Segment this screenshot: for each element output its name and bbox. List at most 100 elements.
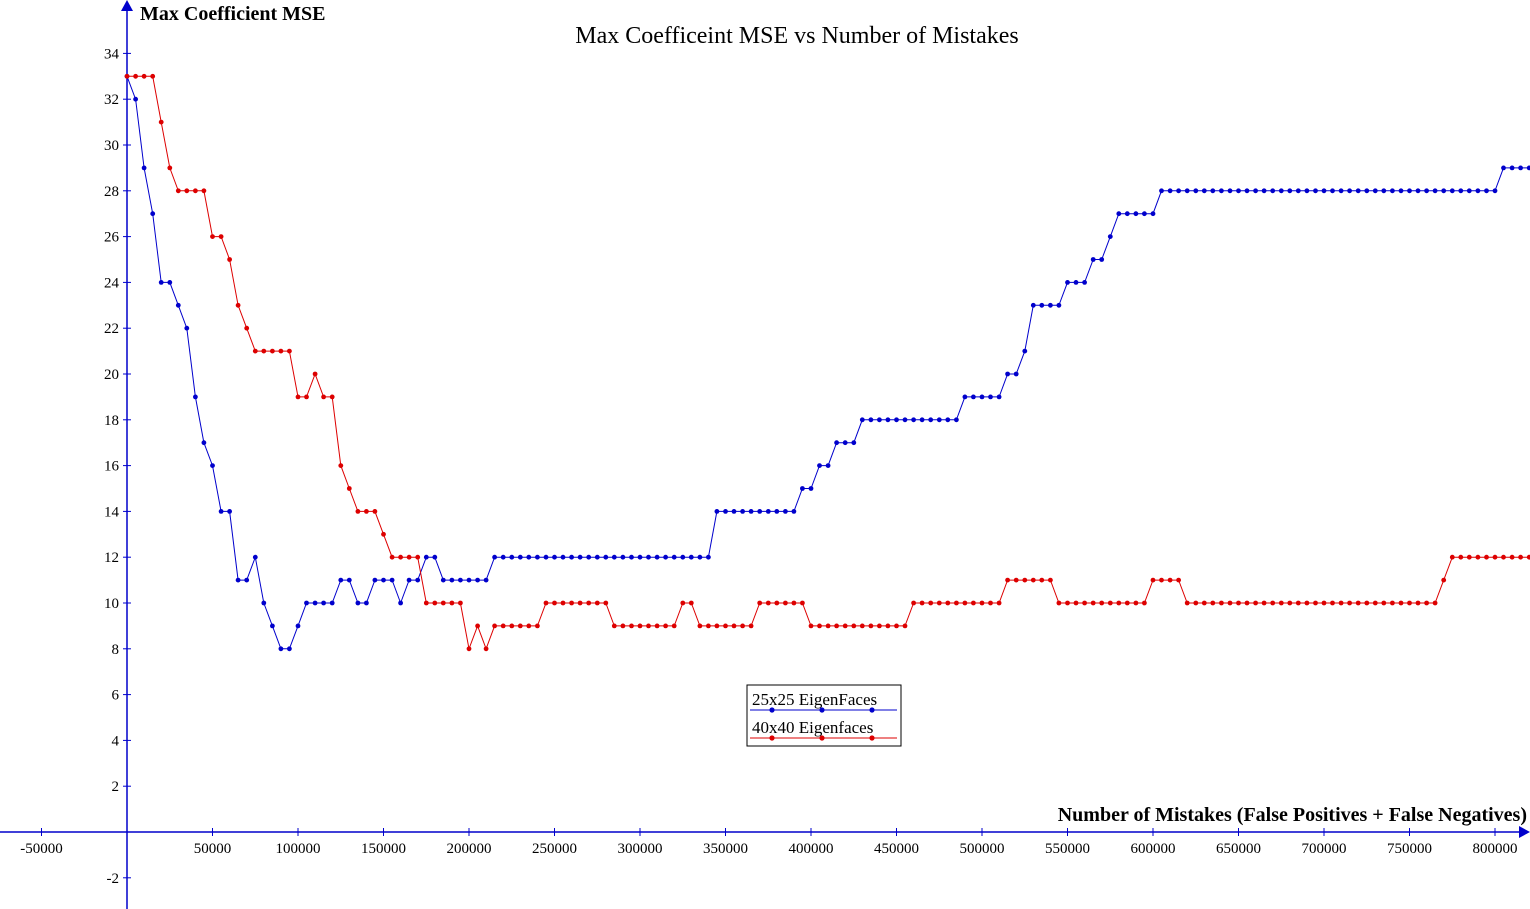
data-point bbox=[988, 600, 993, 606]
data-point bbox=[543, 554, 549, 560]
data-point bbox=[141, 73, 147, 79]
data-point bbox=[577, 600, 583, 606]
data-point bbox=[329, 394, 335, 400]
data-point bbox=[355, 600, 361, 606]
data-point bbox=[458, 600, 463, 606]
data-point bbox=[620, 623, 626, 629]
data-point bbox=[1501, 554, 1506, 560]
x-tick-label: 500000 bbox=[960, 841, 1005, 857]
x-tick-label: 600000 bbox=[1131, 841, 1176, 857]
data-point bbox=[1039, 577, 1045, 583]
data-point bbox=[697, 623, 703, 629]
data-point bbox=[1526, 554, 1530, 560]
data-point bbox=[586, 554, 592, 560]
x-tick-label: 350000 bbox=[703, 841, 748, 857]
data-point bbox=[295, 394, 301, 400]
data-point bbox=[1227, 600, 1233, 606]
data-point bbox=[1090, 257, 1096, 262]
data-point bbox=[535, 554, 540, 560]
data-point bbox=[800, 486, 805, 491]
data-point bbox=[406, 577, 412, 583]
data-point bbox=[415, 577, 421, 583]
data-point bbox=[1073, 280, 1079, 285]
data-point bbox=[629, 554, 634, 560]
legend-marker-series-2 bbox=[819, 735, 825, 741]
data-point bbox=[193, 394, 198, 400]
data-point bbox=[466, 577, 472, 583]
data-point bbox=[252, 348, 258, 354]
data-point bbox=[1321, 188, 1327, 194]
data-point bbox=[1458, 188, 1464, 194]
data-point bbox=[1090, 600, 1096, 606]
data-point bbox=[1022, 577, 1028, 583]
x-tick-label: 50000 bbox=[194, 841, 232, 857]
data-point bbox=[859, 417, 865, 423]
y-tick-label: -2 bbox=[107, 871, 120, 887]
data-point bbox=[1201, 188, 1207, 194]
data-point bbox=[1142, 211, 1147, 217]
data-point bbox=[748, 509, 754, 514]
data-point bbox=[783, 509, 788, 514]
data-point bbox=[1193, 188, 1199, 194]
data-point bbox=[1449, 554, 1455, 560]
data-point bbox=[954, 600, 959, 606]
data-point bbox=[1261, 600, 1267, 606]
data-point bbox=[475, 577, 480, 583]
data-point bbox=[1347, 188, 1352, 194]
data-point bbox=[611, 554, 617, 560]
data-point bbox=[346, 577, 352, 583]
legend-marker-series-1 bbox=[769, 707, 775, 713]
data-point bbox=[1466, 554, 1472, 560]
data-point bbox=[851, 623, 857, 629]
data-point bbox=[235, 577, 241, 583]
data-point bbox=[1390, 188, 1395, 194]
data-point bbox=[475, 623, 480, 629]
data-point bbox=[1065, 280, 1070, 285]
data-point bbox=[1133, 211, 1139, 217]
data-point bbox=[440, 600, 446, 606]
data-point bbox=[1364, 188, 1370, 194]
data-point bbox=[1030, 302, 1036, 308]
data-point bbox=[868, 623, 874, 629]
series-line bbox=[127, 75, 1530, 651]
data-point bbox=[954, 417, 959, 423]
data-point bbox=[355, 509, 361, 514]
data-point bbox=[552, 554, 557, 560]
data-point bbox=[312, 371, 318, 377]
data-point bbox=[492, 623, 497, 629]
data-point bbox=[483, 646, 489, 652]
data-point bbox=[808, 486, 814, 491]
x-tick-label: 450000 bbox=[874, 841, 919, 857]
data-point bbox=[1073, 600, 1079, 606]
data-point bbox=[842, 623, 848, 629]
data-point bbox=[877, 417, 882, 423]
data-point bbox=[1030, 577, 1036, 583]
data-point bbox=[919, 417, 925, 423]
data-point bbox=[423, 554, 429, 560]
data-point bbox=[928, 600, 934, 606]
data-point bbox=[1176, 188, 1181, 194]
data-point bbox=[1415, 188, 1421, 194]
data-point bbox=[774, 509, 780, 514]
data-point bbox=[304, 394, 309, 400]
data-point bbox=[1099, 600, 1105, 606]
data-point bbox=[902, 623, 908, 629]
data-point bbox=[1355, 600, 1361, 606]
data-point bbox=[945, 417, 951, 423]
data-point bbox=[825, 463, 831, 468]
data-point bbox=[1381, 600, 1387, 606]
data-point bbox=[680, 554, 686, 560]
data-point bbox=[1278, 600, 1284, 606]
data-point bbox=[962, 394, 968, 400]
data-point bbox=[723, 623, 728, 629]
data-point bbox=[244, 577, 250, 583]
y-tick-label: 24 bbox=[104, 275, 120, 291]
data-point bbox=[1013, 371, 1019, 377]
data-point bbox=[1236, 600, 1241, 606]
data-point bbox=[791, 509, 797, 514]
data-point bbox=[603, 600, 609, 606]
y-tick-label: 16 bbox=[104, 459, 120, 475]
data-point bbox=[791, 600, 797, 606]
data-point bbox=[740, 623, 745, 629]
